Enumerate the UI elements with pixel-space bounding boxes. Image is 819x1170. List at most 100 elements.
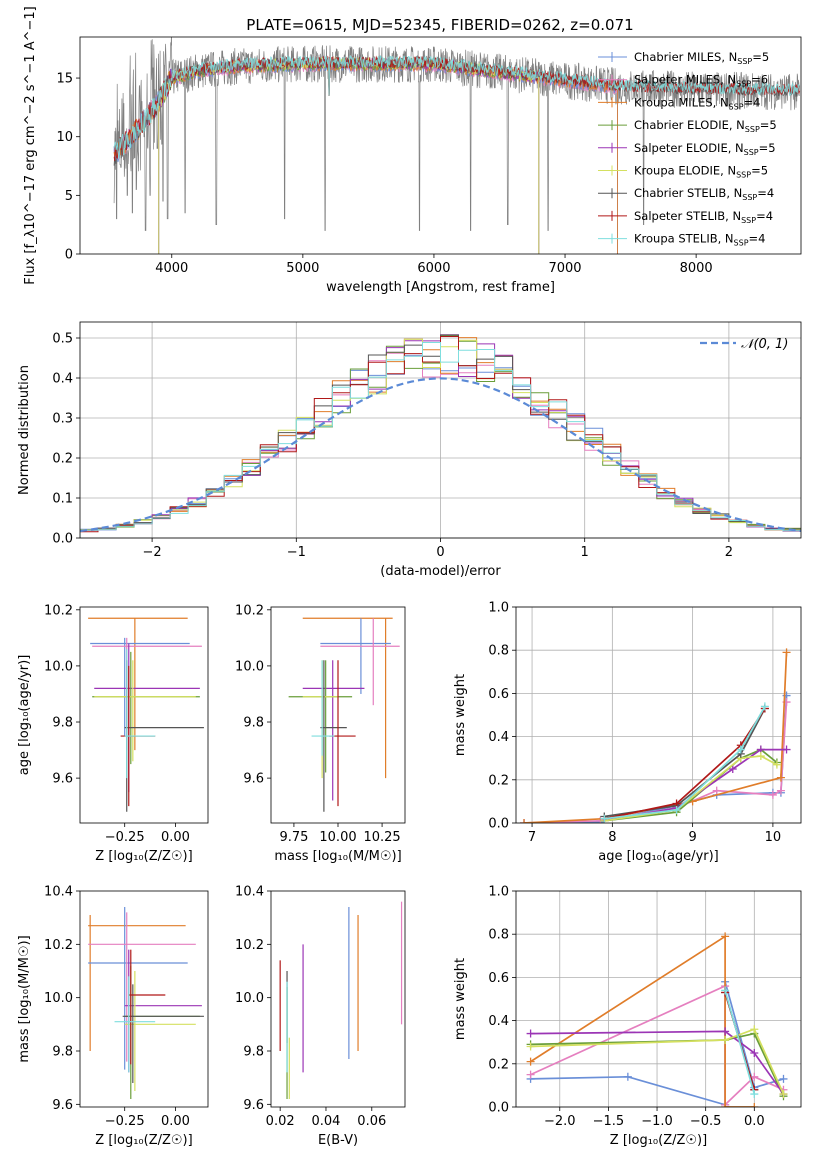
spectrum-xlabel: wavelength [Angstrom, rest frame] [326,280,555,295]
data-point-marker [750,1049,759,1057]
data-point-marker [721,1103,730,1107]
age_vs_mass-axes: 9.75 10.00 10.25 9.6 9.8 10.0 10.2 [235,603,401,845]
y-tick-label: 10.2 [44,603,73,618]
mass-weight-series [530,1032,785,1097]
legend-entry: Kroupa MILES, NSSP=4 [634,95,760,111]
y-tick-label: 0.4 [52,372,73,387]
y-tick-label: 0.2 [488,773,509,788]
figure-title: PLATE=0615, MJD=52345, FIBERID=0262, z=0… [246,16,633,34]
y-tick-label: 10.0 [235,991,264,1006]
data-point-marker [721,986,730,995]
x-tick-label: −0.5 [690,1114,722,1129]
massweight_vs_age-plot [520,648,791,823]
y-tick-label: 0.2 [52,452,73,467]
spectrum-axes: 4000 5000 6000 7000 8000 0 5 10 15 [56,72,712,276]
y-tick-label: 9.8 [52,1045,73,1060]
mass_vs_Z-plot [88,907,204,1099]
y-tick-label: 10.4 [235,885,264,900]
y-tick-label: 9.8 [243,1045,264,1060]
x-tick-label: 8 [608,830,616,845]
y-tick-label: 10.0 [235,659,264,674]
y-tick-label: 10.0 [44,991,73,1006]
y-tick-label: 0.1 [52,492,73,507]
residuals-frame [79,321,802,539]
mass-weight-series [604,755,778,822]
y-tick-label: 9.6 [243,1098,264,1113]
age_vs_Z-plot [88,617,204,812]
data-point-marker [750,1025,759,1034]
mass-weight-series [530,934,755,1107]
y-tick-label: 9.8 [243,716,264,731]
x-tick-label: 4000 [155,261,188,276]
data-point-marker [768,790,777,799]
y-tick-label: 0.6 [488,687,509,702]
legend-entry: Chabrier STELIB, NSSP=4 [634,186,774,202]
x-tick-label: 9 [688,830,696,845]
x-tick-label: 7000 [548,261,581,276]
model-spectrum-kroupa-stelib [113,54,800,159]
y-tick-label: 10 [56,130,73,145]
age_vs_mass-frame [270,606,406,824]
x-tick-label: 9.75 [279,830,308,845]
mass-weight-series [530,1028,785,1095]
x-tick-label: 2 [725,545,733,560]
legend-entry: Salpeter STELIB, NSSP=4 [634,209,773,225]
age_vs_Z-ylabel: age [log₁₀(age/yr)] [17,655,32,776]
data-point-marker [728,765,737,773]
x-tick-label: −0.25 [105,1114,145,1129]
legend-entry: Salpeter MILES, NSSP=6 [634,73,768,89]
spectrum-legend: Chabrier MILES, NSSP=5 Salpeter MILES, NS… [598,50,777,248]
data-point-marker [623,1072,632,1081]
y-tick-label: 0.0 [52,532,73,547]
spectrum-frame [79,36,802,255]
y-tick-label: 10.4 [44,885,73,900]
data-point-marker [520,819,529,823]
y-tick-label: 0.5 [52,332,73,347]
data-point-marker [526,1057,535,1066]
residuals-xlabel: (data-model)/error [380,564,501,579]
y-tick-label: 0.4 [488,730,509,745]
data-point-marker [760,702,769,711]
data-point-marker [779,1090,788,1099]
age_vs_Z-axes: −0.25 0.00 9.6 9.8 10.0 10.2 [44,603,190,845]
data-point-marker [782,745,791,754]
massweight_vs_Z-frame [515,890,802,1108]
residuals-ylabel: Normed distribution [17,365,32,495]
x-tick-label: 0.02 [266,1114,295,1129]
x-tick-label: −1.5 [593,1114,625,1129]
x-tick-label: 0.06 [357,1114,386,1129]
data-point-marker [526,1070,535,1079]
data-point-marker [736,745,745,754]
y-tick-label: 1.0 [488,885,509,900]
y-tick-label: 0.3 [52,412,73,427]
age_vs_mass-plot [288,617,400,812]
mass_vs_ebv-plot [279,901,403,1099]
y-tick-label: 15 [56,72,73,87]
mass-weight-series [604,748,787,822]
mass_vs_ebv-axes: 0.02 0.04 0.06 9.6 9.8 10.0 10.2 10.4 [235,885,386,1130]
mass-weight-series [724,990,756,1095]
mass_vs_Z-xlabel: Z [log₁₀(Z/Z☉)] [95,1133,192,1148]
y-tick-label: 0.2 [488,1057,509,1072]
y-tick-label: 10.2 [44,938,73,953]
x-tick-label: 0 [436,545,444,560]
y-tick-label: 1.0 [488,601,509,616]
residuals-axes: −2 −1 0 1 2 0.0 0.1 0.2 0.3 0.4 0.5 [52,322,801,560]
x-tick-label: 6000 [417,261,450,276]
y-tick-label: 10.0 [44,659,73,674]
data-point-marker [779,1074,788,1083]
legend-entry: 𝒩(0, 1) [741,337,788,352]
mass-weight-series [604,705,766,820]
x-tick-label: 10.00 [319,830,356,845]
normal-distribution-curve [80,377,801,533]
y-tick-label: 5 [65,189,73,204]
legend-entry: Salpeter ELODIE, NSSP=5 [634,141,776,157]
x-tick-label: 5000 [286,261,319,276]
model-spectrum-chabrier-stelib [113,55,800,166]
x-tick-label: 0.00 [161,830,190,845]
data-point-marker [776,773,785,782]
y-tick-label: 0.0 [488,1101,509,1116]
y-tick-label: 10.2 [235,938,264,953]
massweight_vs_age-xlabel: age [log₁₀(age/yr)] [598,849,719,864]
x-tick-label: −2 [143,545,162,560]
